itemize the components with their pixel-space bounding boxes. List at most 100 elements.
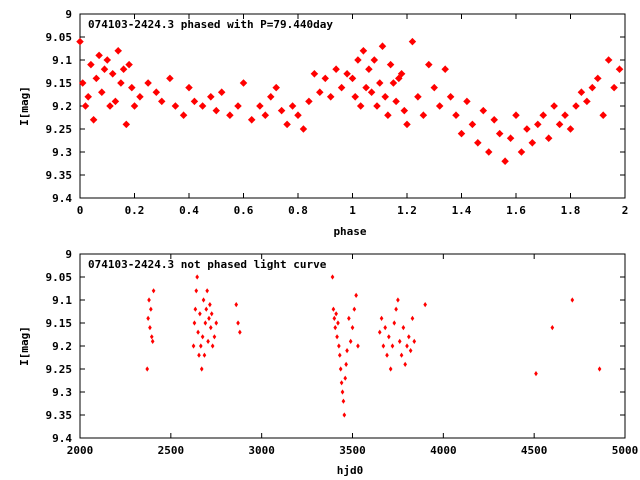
data-point [92,74,101,83]
data-point [446,93,455,101]
data-point [190,97,199,106]
data-point [396,297,400,303]
data-point [192,320,197,326]
data-point [103,56,112,64]
data-point [261,111,270,119]
data-point [354,292,358,298]
data-point [149,306,153,312]
data-point [207,93,215,101]
data-point [394,306,398,312]
data-point [212,334,217,340]
data-point [150,338,155,344]
x-tick-label: 1.4 [452,204,472,217]
data-point [337,343,341,349]
data-point [149,334,154,340]
data-point [125,60,133,69]
y-tick-label: 9.3 [52,386,72,399]
data-point [430,83,438,92]
data-point [212,106,220,115]
data-point [106,102,114,110]
data-point [214,320,219,326]
data-point [195,274,199,280]
data-point [403,120,411,129]
y-tick-label: 9.3 [52,146,72,159]
data-point [593,74,602,83]
data-point [310,70,319,78]
data-point [386,60,395,69]
data-point [388,366,393,372]
x-tick-label: 0.6 [234,204,254,217]
data-point [267,93,275,101]
data-point [356,343,360,349]
data-point [288,102,297,110]
data-point [330,274,335,280]
data-point [367,88,376,96]
data-point [387,334,391,340]
data-point [226,111,234,119]
data-point [87,60,95,69]
data-point [544,134,553,142]
data-point [197,352,201,358]
data-point [379,315,384,321]
data-point [572,102,580,110]
data-point [144,79,152,87]
data-point [207,315,211,321]
data-point [347,315,351,321]
data-point [410,315,415,321]
data-point [408,348,413,354]
data-point [337,83,346,92]
data-point [395,74,403,83]
x-tick-label: 2000 [67,444,94,457]
data-point [550,325,555,331]
data-point [343,70,351,78]
data-point [425,60,433,69]
data-point [76,37,84,46]
data-point [209,311,214,317]
data-point [399,352,404,358]
data-point [294,111,302,119]
data-point [343,375,348,381]
y-tick-label: 9.4 [52,192,72,205]
data-point [615,65,624,73]
data-point [392,97,400,106]
y-tick-label: 9.2 [52,100,72,113]
data-point [435,102,444,110]
data-point [201,297,206,303]
x-tick-label: 0 [77,204,84,217]
data-point [198,311,202,317]
data-point [597,366,602,372]
data-point [381,343,386,349]
data-point [148,325,152,331]
data-point [337,352,342,358]
data-point [217,88,226,96]
data-point [111,97,120,106]
y-tick-label: 9.05 [46,271,73,284]
x-tick-label: 4000 [430,444,457,457]
data-point [506,134,515,142]
data-point [193,306,198,312]
y-tick-label: 9 [65,248,72,261]
y-tick-label: 9.25 [46,123,73,136]
data-point [333,325,338,331]
data-point [100,65,109,73]
data-point [283,120,291,129]
data-point [339,380,344,386]
data-point [208,325,213,331]
y-tick-label: 9.35 [46,169,73,182]
data-point [566,125,575,133]
x-tick-label: 1 [349,204,356,217]
x-tick-label: 0.4 [179,204,199,217]
data-point [335,334,339,340]
tick-group: 0 0.2 0.4 0.6 0.8 1 1.2 1.4 1.6 1.8 2 9 9.05 9.1 9.15 9… [46,8,629,217]
data-point [272,83,280,92]
data-point [474,139,482,147]
data-point [501,157,509,165]
data-point [555,120,564,129]
data-point [128,83,136,92]
data-point [236,320,240,326]
data-point [331,306,336,312]
data-point [238,329,242,335]
data-point [340,389,345,395]
data-point [463,97,471,106]
data-point [512,111,520,119]
